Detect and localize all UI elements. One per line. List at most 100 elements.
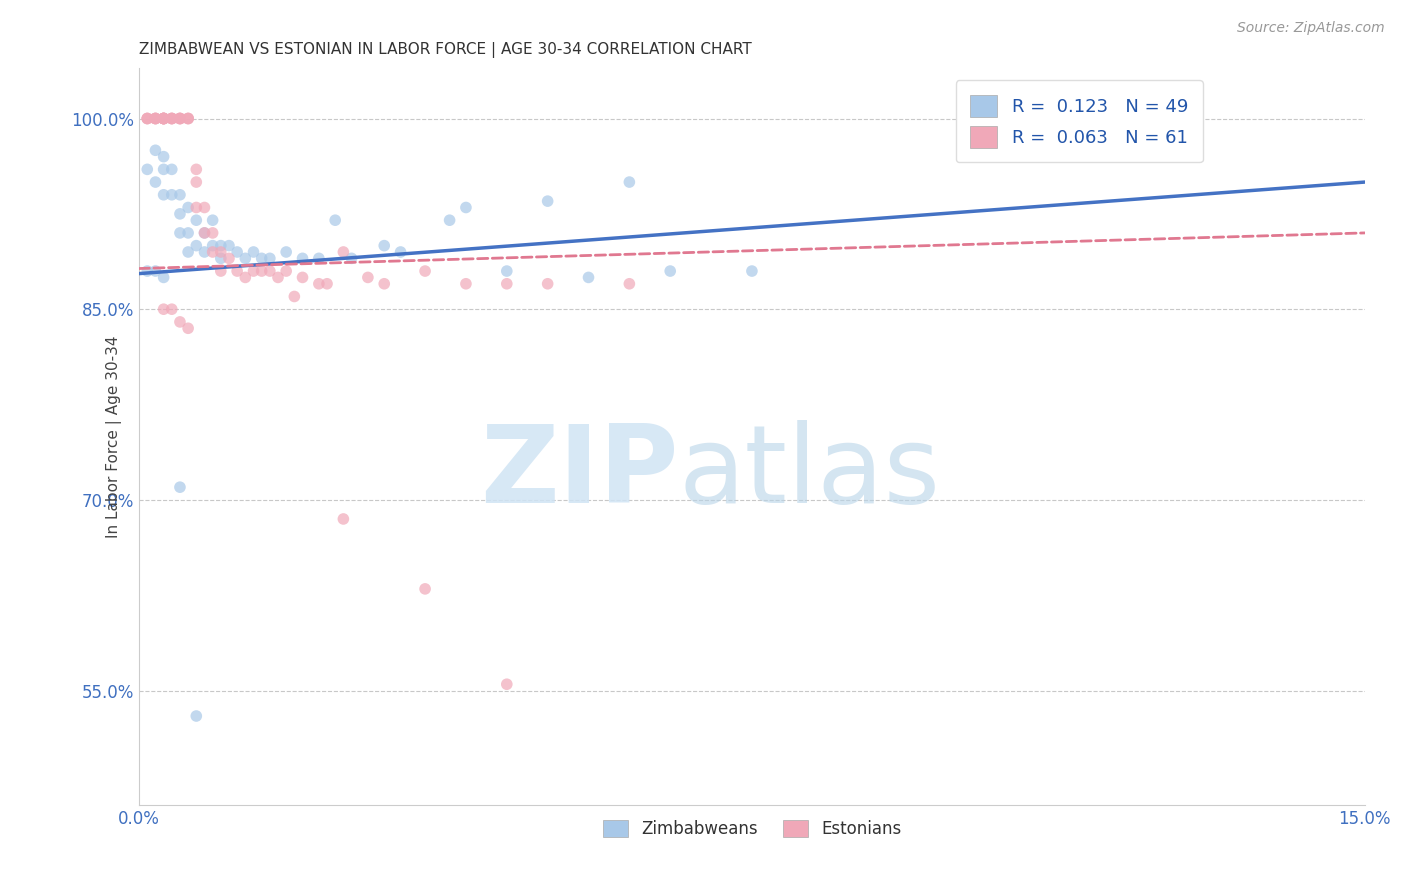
Point	[193, 201, 215, 215]
Point	[578, 270, 600, 285]
Point	[193, 244, 215, 259]
Point	[169, 112, 191, 126]
Point	[218, 252, 240, 266]
Point	[186, 201, 208, 215]
Point	[145, 112, 167, 126]
Point	[332, 244, 354, 259]
Point	[209, 238, 232, 252]
Point	[152, 270, 174, 285]
Point	[169, 207, 191, 221]
Point	[233, 252, 256, 266]
Point	[209, 264, 232, 278]
Point	[186, 175, 208, 189]
Point	[454, 201, 477, 215]
Point	[659, 264, 682, 278]
Point	[152, 302, 174, 317]
Point	[619, 175, 641, 189]
Point	[136, 112, 159, 126]
Point	[201, 213, 224, 227]
Point	[259, 252, 281, 266]
Point	[160, 112, 183, 126]
Point	[226, 244, 249, 259]
Point	[201, 238, 224, 252]
Point	[741, 264, 763, 278]
Point	[413, 582, 436, 596]
Point	[160, 112, 183, 126]
Point	[186, 213, 208, 227]
Point	[145, 264, 167, 278]
Point	[201, 244, 224, 259]
Text: Source: ZipAtlas.com: Source: ZipAtlas.com	[1237, 21, 1385, 35]
Point	[136, 264, 159, 278]
Point	[291, 252, 314, 266]
Point	[145, 112, 167, 126]
Point	[169, 112, 191, 126]
Point	[193, 226, 215, 240]
Point	[193, 226, 215, 240]
Point	[332, 512, 354, 526]
Point	[160, 112, 183, 126]
Point	[136, 112, 159, 126]
Point	[160, 112, 183, 126]
Point	[242, 244, 264, 259]
Point	[177, 321, 200, 335]
Point	[177, 201, 200, 215]
Point	[152, 150, 174, 164]
Point	[186, 238, 208, 252]
Point	[169, 187, 191, 202]
Point	[160, 302, 183, 317]
Point	[152, 112, 174, 126]
Point	[267, 270, 290, 285]
Point	[152, 112, 174, 126]
Point	[250, 252, 273, 266]
Point	[226, 264, 249, 278]
Point	[177, 226, 200, 240]
Point	[152, 187, 174, 202]
Point	[1108, 112, 1130, 126]
Point	[177, 244, 200, 259]
Point	[152, 112, 174, 126]
Text: atlas: atlas	[678, 420, 941, 526]
Point	[340, 252, 363, 266]
Point	[145, 112, 167, 126]
Point	[136, 112, 159, 126]
Point	[357, 270, 380, 285]
Point	[373, 277, 395, 291]
Point	[308, 277, 330, 291]
Point	[152, 112, 174, 126]
Point	[218, 238, 240, 252]
Point	[177, 112, 200, 126]
Point	[177, 112, 200, 126]
Point	[250, 264, 273, 278]
Point	[276, 264, 298, 278]
Point	[233, 270, 256, 285]
Point	[316, 277, 339, 291]
Point	[373, 238, 395, 252]
Point	[495, 277, 517, 291]
Point	[145, 175, 167, 189]
Point	[152, 162, 174, 177]
Point	[136, 162, 159, 177]
Point	[145, 112, 167, 126]
Point	[160, 187, 183, 202]
Point	[186, 162, 208, 177]
Text: ZIMBABWEAN VS ESTONIAN IN LABOR FORCE | AGE 30-34 CORRELATION CHART: ZIMBABWEAN VS ESTONIAN IN LABOR FORCE | …	[139, 42, 752, 58]
Point	[169, 112, 191, 126]
Point	[495, 677, 517, 691]
Point	[209, 244, 232, 259]
Point	[209, 252, 232, 266]
Point	[152, 112, 174, 126]
Point	[169, 112, 191, 126]
Point	[276, 244, 298, 259]
Point	[242, 264, 264, 278]
Point	[619, 277, 641, 291]
Point	[389, 244, 412, 259]
Y-axis label: In Labor Force | Age 30-34: In Labor Force | Age 30-34	[107, 335, 122, 538]
Legend: Zimbabweans, Estonians: Zimbabweans, Estonians	[596, 814, 908, 845]
Point	[152, 112, 174, 126]
Point	[439, 213, 461, 227]
Point	[186, 709, 208, 723]
Point	[454, 277, 477, 291]
Point	[323, 213, 346, 227]
Point	[537, 277, 560, 291]
